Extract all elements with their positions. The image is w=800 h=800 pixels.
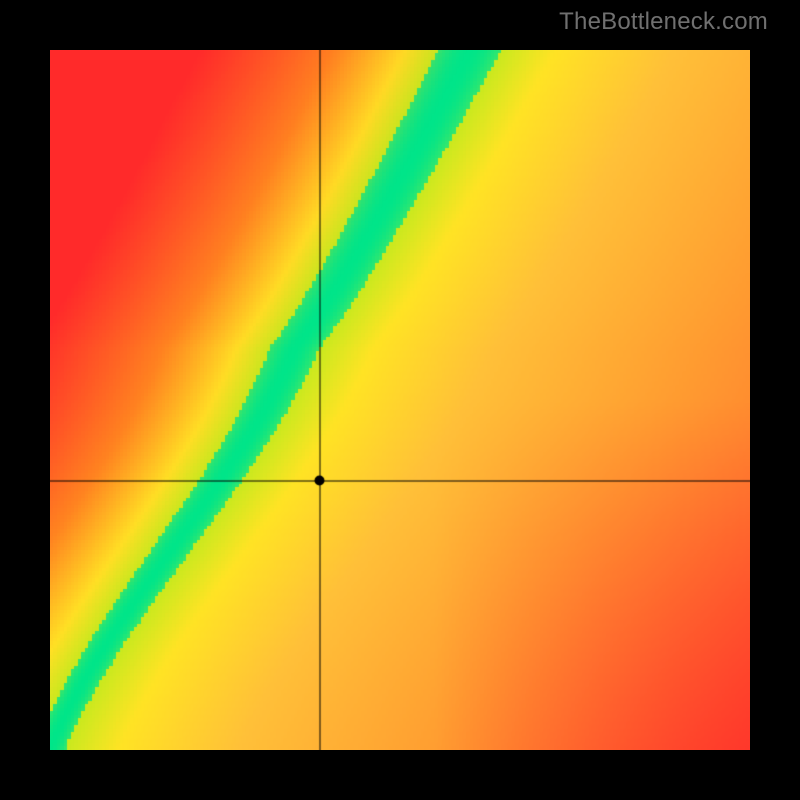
bottleneck-heatmap — [50, 50, 750, 750]
watermark-text: TheBottleneck.com — [559, 8, 768, 36]
